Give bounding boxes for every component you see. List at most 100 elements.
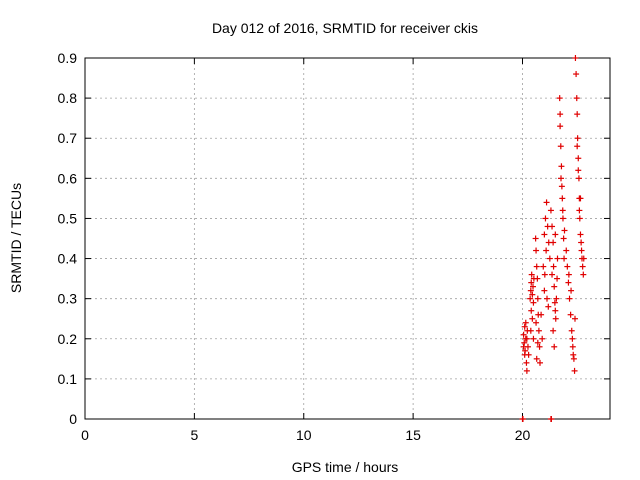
data-point [521, 339, 528, 346]
data-point [558, 175, 564, 182]
data-point [539, 335, 546, 342]
data-point [554, 275, 561, 282]
data-point [559, 195, 566, 202]
data-point [548, 416, 555, 422]
x-tick-label: 20 [515, 427, 531, 443]
data-point [563, 247, 570, 254]
data-point [532, 235, 539, 242]
data-point [556, 95, 563, 102]
y-tick-label: 0.8 [58, 90, 78, 106]
data-points [519, 55, 587, 422]
data-point [543, 199, 550, 206]
x-tick-label: 15 [405, 427, 421, 443]
data-point [558, 183, 565, 190]
y-tick-label: 0 [69, 411, 77, 427]
data-point [570, 351, 577, 358]
data-point [574, 143, 581, 150]
grid-layer [85, 58, 610, 419]
data-point [551, 343, 558, 350]
data-point [527, 295, 534, 302]
data-point [579, 263, 586, 270]
data-point [577, 231, 584, 238]
x-tick-label: 10 [296, 427, 312, 443]
data-point [536, 343, 543, 350]
tick-layer: 0 0.1 0.2 0.3 0.4 0.5 0.6 0.7 0.8 0.9 0 5 10 15 20 [58, 50, 610, 443]
data-point [522, 319, 529, 326]
data-point [575, 175, 582, 182]
data-point [534, 339, 541, 346]
data-point [540, 263, 547, 270]
data-point [520, 331, 527, 338]
data-point [529, 291, 536, 298]
x-tick-label: 5 [190, 427, 198, 443]
data-point [568, 287, 575, 294]
y-tick-label: 0.7 [58, 130, 78, 146]
data-point [572, 315, 578, 322]
data-point [554, 255, 561, 262]
data-point [519, 416, 526, 422]
data-point [574, 135, 581, 142]
data-point [573, 95, 580, 102]
data-point [528, 271, 535, 278]
data-point [530, 335, 537, 342]
data-point [542, 215, 549, 222]
data-point [549, 271, 556, 278]
data-point [541, 287, 548, 294]
data-point [558, 163, 565, 170]
data-point [561, 255, 568, 262]
data-point [538, 311, 545, 318]
data-point [533, 263, 540, 270]
data-point [523, 335, 530, 342]
data-point [572, 55, 579, 61]
y-tick-label: 0.3 [58, 291, 78, 307]
data-point [541, 271, 548, 278]
data-point [527, 287, 534, 294]
data-point [533, 355, 540, 362]
data-point [578, 239, 585, 246]
data-point [546, 255, 553, 262]
data-point [523, 359, 530, 366]
data-point [574, 111, 581, 118]
data-point [576, 215, 583, 222]
y-tick-label: 0.9 [58, 50, 78, 66]
data-point [527, 327, 534, 334]
data-point [534, 295, 541, 302]
data-point [560, 235, 567, 242]
data-point [533, 247, 540, 254]
data-point [530, 283, 536, 290]
data-point [528, 307, 535, 314]
data-point [547, 207, 554, 214]
y-tick-label: 0.6 [58, 170, 78, 186]
data-point [550, 239, 557, 246]
data-point [553, 295, 560, 302]
y-tick-label: 0.2 [58, 331, 78, 347]
data-point [543, 247, 550, 254]
data-point [567, 311, 574, 318]
data-point [575, 155, 582, 162]
data-point [520, 343, 527, 350]
data-point [571, 367, 578, 374]
data-point [557, 111, 564, 118]
data-point [578, 247, 585, 254]
data-point [569, 335, 576, 342]
data-point [576, 207, 583, 214]
data-point [570, 355, 577, 362]
data-point [552, 231, 559, 238]
data-point [533, 319, 540, 326]
data-point [561, 227, 568, 234]
data-point [557, 143, 564, 150]
data-point [551, 299, 558, 306]
data-point [529, 315, 536, 322]
y-tick-label: 0.5 [58, 210, 78, 226]
x-axis-label: GPS time / hours [292, 459, 399, 475]
data-point [537, 359, 543, 366]
data-point [580, 271, 587, 278]
data-point [573, 71, 580, 78]
data-point [521, 323, 528, 330]
data-point [559, 215, 566, 222]
data-point [528, 279, 535, 286]
data-point [525, 351, 532, 358]
data-point [566, 295, 573, 302]
data-point [559, 207, 566, 214]
